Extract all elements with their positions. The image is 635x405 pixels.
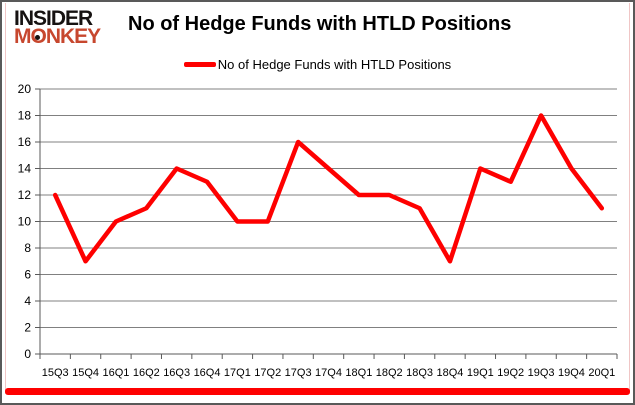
x-tick-label: 16Q2 <box>133 367 160 379</box>
y-tick-label: 10 <box>18 215 32 229</box>
x-tick-label: 18Q2 <box>376 367 403 379</box>
logo-text-monkey: MONKEY <box>14 26 120 47</box>
x-tick-label: 20Q1 <box>588 367 615 379</box>
x-tick-label: 17Q1 <box>224 367 251 379</box>
y-tick-label: 16 <box>18 135 32 149</box>
x-tick-label: 16Q4 <box>194 367 221 379</box>
x-tick-label: 19Q1 <box>467 367 494 379</box>
y-tick-label: 14 <box>18 162 32 176</box>
x-tick-label: 19Q3 <box>528 367 555 379</box>
x-tick-label: 17Q4 <box>315 367 342 379</box>
x-tick-label: 17Q2 <box>254 367 281 379</box>
frame-accent-left <box>5 3 6 394</box>
y-tick-label: 12 <box>18 188 32 202</box>
insider-monkey-logo: INSIDER MONKEY <box>14 7 120 47</box>
red-bottom-bar <box>5 388 630 395</box>
logo-text-insider: INSIDER <box>14 7 93 30</box>
data-line <box>52 113 605 264</box>
y-tick-label: 6 <box>24 268 31 282</box>
x-tick-label: 15Q3 <box>42 367 69 379</box>
legend-line-swatch <box>183 62 216 67</box>
y-tick-label: 0 <box>24 347 31 361</box>
x-tick-label: 18Q4 <box>437 367 464 379</box>
x-tick-label: 19Q2 <box>497 367 524 379</box>
y-tick-label: 18 <box>18 109 32 123</box>
x-tick-label: 19Q4 <box>558 367 585 379</box>
y-tick-label: 8 <box>24 241 31 255</box>
x-tick-label: 15Q4 <box>72 367 99 379</box>
frame-accent-right <box>629 3 630 394</box>
y-tick-label: 2 <box>24 321 31 335</box>
legend: No of Hedge Funds with HTLD Positions <box>2 57 633 72</box>
chart-title: No of Hedge Funds with HTLD Positions <box>128 13 512 35</box>
y-tick-label: 20 <box>18 82 32 96</box>
y-tick-label: 4 <box>24 294 31 308</box>
x-tick-label: 18Q1 <box>345 367 372 379</box>
x-tick-label: 16Q3 <box>163 367 190 379</box>
x-tick-label: 18Q3 <box>406 367 433 379</box>
legend-label: No of Hedge Funds with HTLD Positions <box>217 57 452 72</box>
x-tick-label: 17Q3 <box>285 367 312 379</box>
x-tick-label: 16Q1 <box>102 367 129 379</box>
chart-header: INSIDER MONKEY No of Hedge Funds with HT… <box>14 7 512 47</box>
